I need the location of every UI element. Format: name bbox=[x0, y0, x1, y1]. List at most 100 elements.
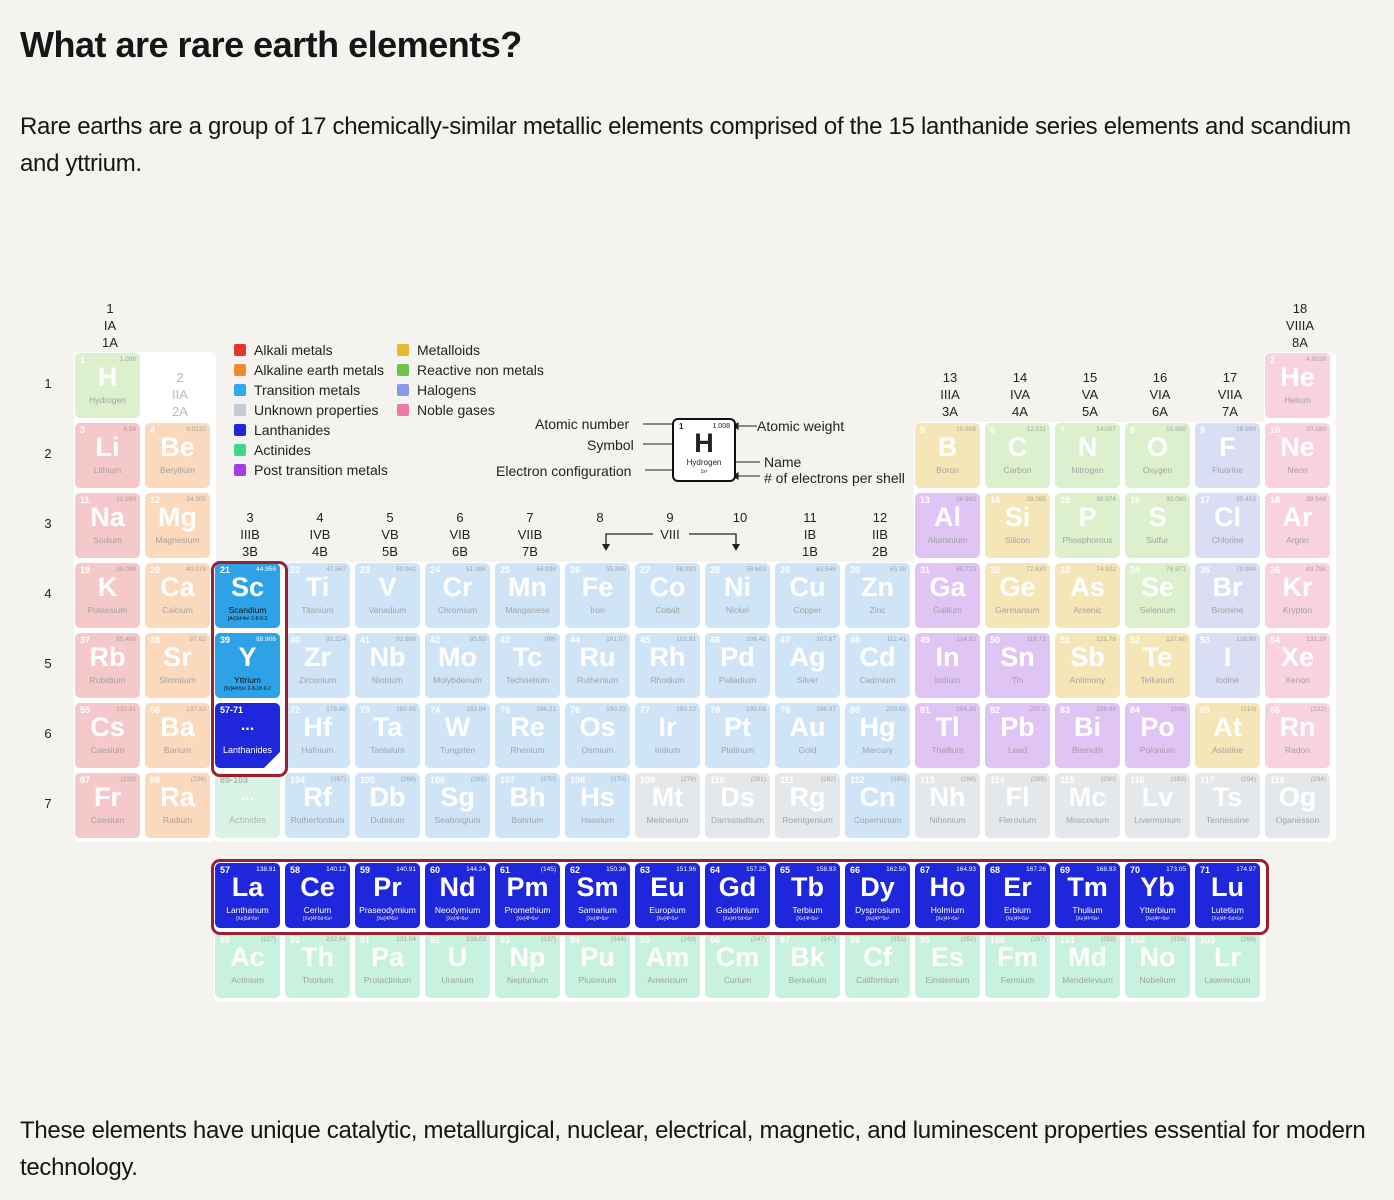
element-sb[interactable]: 51 121.76 Sb Antimony bbox=[1055, 633, 1120, 698]
element-la[interactable]: 57 138.91 La Lanthanum [Xe]5d¹6s² bbox=[215, 863, 280, 928]
element-no[interactable]: 102 (259) No Nobelium bbox=[1125, 933, 1190, 998]
element-ca[interactable]: 20 40.078 Ca Calcium bbox=[145, 563, 210, 628]
element-nh[interactable]: 113 (286) Nh Nihonium bbox=[915, 773, 980, 838]
element-ac[interactable]: 89 (227) Ac Actinium bbox=[215, 933, 280, 998]
element-tc[interactable]: 43 (98) Tc Technetium bbox=[495, 633, 560, 698]
element-co[interactable]: 27 58.933 Co Cobalt bbox=[635, 563, 700, 628]
element-eu[interactable]: 63 151.96 Eu Europium [Xe]4f⁷6s² bbox=[635, 863, 700, 928]
element-os[interactable]: 76 190.23 Os Osmium bbox=[565, 703, 630, 768]
element-ar[interactable]: 18 39.948 Ar Argon bbox=[1265, 493, 1330, 558]
element-og[interactable]: 118 (294) Og Oganesson bbox=[1265, 773, 1330, 838]
element-mc[interactable]: 115 (290) Mc Moscovium bbox=[1055, 773, 1120, 838]
element-rf[interactable]: 104 (267) Rf Rutherfordium bbox=[285, 773, 350, 838]
element-fe[interactable]: 26 55.845 Fe Iron bbox=[565, 563, 630, 628]
element-o[interactable]: 8 15.999 O Oxygen bbox=[1125, 423, 1190, 488]
element-pt[interactable]: 78 195.08 Pt Platinum bbox=[705, 703, 770, 768]
element-rn[interactable]: 86 (222) Rn Radon bbox=[1265, 703, 1330, 768]
element-gd[interactable]: 64 157.25 Gd Gadolinium [Xe]4f⁷5d¹6s² bbox=[705, 863, 770, 928]
element-np[interactable]: 93 (237) Np Neptunium bbox=[495, 933, 560, 998]
element-ga[interactable]: 31 69.723 Ga Gallium bbox=[915, 563, 980, 628]
element-v[interactable]: 23 50.942 V Vanadium bbox=[355, 563, 420, 628]
element-hg[interactable]: 80 200.59 Hg Mercury bbox=[845, 703, 910, 768]
element-he[interactable]: 2 4.0026 He Helium bbox=[1265, 353, 1330, 418]
element-f[interactable]: 9 18.998 F Fluorine bbox=[1195, 423, 1260, 488]
element-h[interactable]: 1 1.008 H Hydrogen bbox=[75, 353, 140, 418]
element-n[interactable]: 7 14.007 N Nitrogen bbox=[1055, 423, 1120, 488]
element-c[interactable]: 6 12.011 C Carbon bbox=[985, 423, 1050, 488]
element-tl[interactable]: 81 204.38 Tl Thallium bbox=[915, 703, 980, 768]
element-yb[interactable]: 70 173.05 Yb Ytterbium [Xe]4f¹⁴6s² bbox=[1125, 863, 1190, 928]
element-mn[interactable]: 25 54.938 Mn Manganese bbox=[495, 563, 560, 628]
element-ti[interactable]: 22 47.867 Ti Titanium bbox=[285, 563, 350, 628]
element-re[interactable]: 75 186.21 Re Rhenium bbox=[495, 703, 560, 768]
element-db[interactable]: 105 (268) Db Dubnium bbox=[355, 773, 420, 838]
element-pm[interactable]: 61 (145) Pm Promethium [Xe]4f⁵6s² bbox=[495, 863, 560, 928]
element-na[interactable]: 11 22.990 Na Sodium bbox=[75, 493, 140, 558]
element-fr[interactable]: 87 (223) Fr Caesium bbox=[75, 773, 140, 838]
element-nb[interactable]: 41 92.906 Nb Niobium bbox=[355, 633, 420, 698]
element-se[interactable]: 34 78.971 Se Selenium bbox=[1125, 563, 1190, 628]
element-b[interactable]: 5 10.806 B Boron bbox=[915, 423, 980, 488]
element-ne[interactable]: 10 20.180 Ne Neon bbox=[1265, 423, 1330, 488]
element-ir[interactable]: 77 192.22 Ir Iridium bbox=[635, 703, 700, 768]
element-mg[interactable]: 12 24.305 Mg Magnesium bbox=[145, 493, 210, 558]
element-li[interactable]: 3 6.94 Li Lithium bbox=[75, 423, 140, 488]
element-cu[interactable]: 29 63.546 Cu Copper bbox=[775, 563, 840, 628]
element-fl[interactable]: 114 (289) Fl Flerovium bbox=[985, 773, 1050, 838]
element-ce[interactable]: 58 140.12 Ce Cerium [Xe]4f¹5d¹6s² bbox=[285, 863, 350, 928]
element-at[interactable]: 85 (210) At Astatine bbox=[1195, 703, 1260, 768]
element-si[interactable]: 14 28.085 Si Silicon bbox=[985, 493, 1050, 558]
element-nd[interactable]: 60 144.24 Nd Neodymium [Xe]4f⁴6s² bbox=[425, 863, 490, 928]
element-hs[interactable]: 108 (270) Hs Hassium bbox=[565, 773, 630, 838]
element-zn[interactable]: 30 65.38 Zn Zinc bbox=[845, 563, 910, 628]
element-lr[interactable]: 103 (266) Lr Lawrencium bbox=[1195, 933, 1260, 998]
element-rh[interactable]: 45 102.91 Rh Rhodium bbox=[635, 633, 700, 698]
element-er[interactable]: 68 167.26 Er Erbium [Xe]4f¹²6s² bbox=[985, 863, 1050, 928]
element-k[interactable]: 19 39.098 K Potassium bbox=[75, 563, 140, 628]
element-bh[interactable]: 107 (270) Bh Bohrium bbox=[495, 773, 560, 838]
element-ni[interactable]: 28 58.693 Ni Nickel bbox=[705, 563, 770, 628]
element-zr[interactable]: 40 91.224 Zr Zirconium bbox=[285, 633, 350, 698]
element-md[interactable]: 101 (258) Md Mendelevium bbox=[1055, 933, 1120, 998]
element-cs[interactable]: 55 132.91 Cs Caesium bbox=[75, 703, 140, 768]
element-br[interactable]: 35 79.904 Br Bromine bbox=[1195, 563, 1260, 628]
actinides-placeholder[interactable]: 89-103 ... Actinides bbox=[215, 773, 280, 838]
element-sn[interactable]: 50 118.71 Sn Tin bbox=[985, 633, 1050, 698]
element-cf[interactable]: 98 (251) Cf Californium bbox=[845, 933, 910, 998]
element-rg[interactable]: 111 (282) Rg Roentgenium bbox=[775, 773, 840, 838]
element-cl[interactable]: 17 35.453 Cl Chlorine bbox=[1195, 493, 1260, 558]
element-cd[interactable]: 48 112.41 Cd Cadmium bbox=[845, 633, 910, 698]
element-as[interactable]: 33 74.922 As Arsenic bbox=[1055, 563, 1120, 628]
element-rb[interactable]: 37 85.468 Rb Rubidium bbox=[75, 633, 140, 698]
element-ba[interactable]: 56 137.33 Ba Barium bbox=[145, 703, 210, 768]
element-ds[interactable]: 110 (281) Ds Darmstadtium bbox=[705, 773, 770, 838]
element-au[interactable]: 79 196.97 Au Gold bbox=[775, 703, 840, 768]
element-xe[interactable]: 54 131.29 Xe Xenon bbox=[1265, 633, 1330, 698]
element-tb[interactable]: 65 158.93 Tb Terbium [Xe]4f⁹6s² bbox=[775, 863, 840, 928]
element-pr[interactable]: 59 140.91 Pr Praseodymium [Xe]4f³6s² bbox=[355, 863, 420, 928]
element-th[interactable]: 90 232.04 Th Thorium bbox=[285, 933, 350, 998]
element-dy[interactable]: 66 162.50 Dy Dysprosium [Xe]4f¹⁰6s² bbox=[845, 863, 910, 928]
element-ts[interactable]: 117 (294) Ts Tennessine bbox=[1195, 773, 1260, 838]
element-p[interactable]: 15 30.974 P Phosphorous bbox=[1055, 493, 1120, 558]
element-in[interactable]: 49 114.82 In Indium bbox=[915, 633, 980, 698]
element-lv[interactable]: 116 (293) Lv Livermorium bbox=[1125, 773, 1190, 838]
element-hf[interactable]: 72 178.49 Hf Hafnium bbox=[285, 703, 350, 768]
element-al[interactable]: 13 26.982 Al Aluminium bbox=[915, 493, 980, 558]
element-fm[interactable]: 100 (257) Fm Fermium bbox=[985, 933, 1050, 998]
element-ho[interactable]: 67 164.93 Ho Holmium [Xe]4f¹¹6s² bbox=[915, 863, 980, 928]
element-ra[interactable]: 88 (226) Ra Radium bbox=[145, 773, 210, 838]
lanthanides-placeholder[interactable]: 57-71 ... Lanthanides bbox=[215, 703, 280, 768]
element-s[interactable]: 16 32.060 S Sulfur bbox=[1125, 493, 1190, 558]
element-pu[interactable]: 94 (244) Pu Plutonium bbox=[565, 933, 630, 998]
element-cm[interactable]: 96 (247) Cm Curium bbox=[705, 933, 770, 998]
element-mo[interactable]: 42 95.95 Mo Molybdenum bbox=[425, 633, 490, 698]
element-u[interactable]: 92 238.03 U Uranium bbox=[425, 933, 490, 998]
element-pd[interactable]: 46 106.42 Pd Palladium bbox=[705, 633, 770, 698]
element-kr[interactable]: 36 83.798 Kr Krypton bbox=[1265, 563, 1330, 628]
element-ta[interactable]: 73 180.95 Ta Tantalum bbox=[355, 703, 420, 768]
element-pa[interactable]: 91 231.04 Pa Protactinium bbox=[355, 933, 420, 998]
element-sr[interactable]: 38 87.62 Sr Strontium bbox=[145, 633, 210, 698]
element-mt[interactable]: 109 (278) Mt Meitnerium bbox=[635, 773, 700, 838]
element-lu[interactable]: 71 174.97 Lu Lutetium [Xe]4f¹⁴5d¹6s² bbox=[1195, 863, 1260, 928]
